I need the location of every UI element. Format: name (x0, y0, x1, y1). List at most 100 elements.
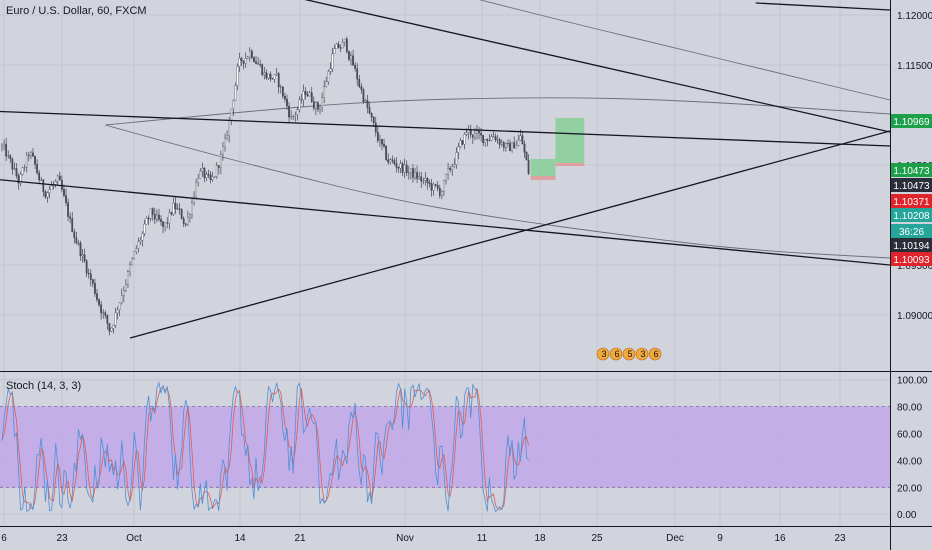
candle (83, 254, 86, 262)
price-label-box (891, 238, 932, 252)
candle (125, 284, 127, 291)
stoch-indicator-title: Stoch (14, 3, 3) (6, 380, 81, 392)
stoch-d-line[interactable] (1, 386, 529, 510)
candle (441, 191, 443, 196)
candle (145, 218, 148, 225)
event-marker-count: 5 (627, 349, 632, 359)
candle (13, 168, 16, 170)
event-marker[interactable] (596, 347, 610, 361)
trendline[interactable] (0, 176, 890, 266)
candle (3, 143, 5, 146)
candle (329, 68, 332, 72)
candle (471, 134, 474, 138)
candle (298, 99, 301, 110)
arc-line[interactable] (105, 97, 890, 126)
candle (168, 212, 171, 224)
candle (201, 168, 204, 172)
stop-zone[interactable] (530, 176, 556, 180)
candle (63, 189, 65, 196)
stoch-k-line[interactable] (1, 381, 529, 513)
candle (242, 60, 245, 64)
target-zone[interactable] (555, 118, 585, 163)
event-marker[interactable] (622, 347, 636, 361)
trendline-drawings[interactable] (0, 0, 890, 339)
candle (410, 168, 412, 173)
candle (71, 218, 74, 232)
arc-drawings[interactable] (105, 0, 890, 259)
candle (96, 293, 98, 300)
candle (189, 214, 191, 218)
candle (323, 86, 326, 98)
stop-zone[interactable] (555, 163, 585, 166)
candle (209, 174, 212, 181)
price-label-box (891, 194, 932, 208)
event-marker-count: 3 (640, 349, 645, 359)
candle (94, 283, 96, 294)
candle (377, 132, 379, 141)
time-tick-label: 14 (234, 533, 246, 544)
candle (370, 113, 373, 118)
target-zone[interactable] (530, 159, 556, 176)
event-marker-count: 6 (653, 349, 658, 359)
trendline[interactable] (129, 130, 890, 339)
candle (430, 183, 433, 191)
candle (56, 175, 59, 182)
candle (364, 100, 367, 102)
arc-line[interactable] (312, 0, 890, 101)
trendline[interactable] (250, 0, 890, 133)
candle (118, 302, 121, 310)
candle (486, 139, 489, 141)
candle (352, 55, 354, 66)
candle (199, 170, 202, 179)
time-tick-label: Dec (666, 533, 684, 544)
candle (290, 116, 292, 118)
candle (521, 135, 524, 145)
candle (457, 146, 460, 153)
candle (92, 279, 94, 284)
event-marker[interactable] (635, 347, 649, 361)
candle (346, 38, 348, 52)
candle (312, 101, 315, 109)
price-label-text: 1.10208 (893, 211, 930, 222)
candle (275, 73, 278, 75)
trendline[interactable] (0, 110, 890, 147)
candle (215, 165, 218, 177)
stochastic-pane[interactable] (0, 381, 890, 513)
candle (401, 163, 404, 173)
candle (50, 185, 53, 190)
candle (505, 143, 507, 148)
trendline[interactable] (755, 2, 890, 11)
candle (170, 212, 173, 215)
candle (120, 295, 123, 304)
candle (81, 254, 84, 257)
candle (286, 99, 288, 107)
candle (480, 132, 482, 136)
candle (292, 115, 295, 117)
candle (195, 182, 197, 198)
candle (422, 180, 425, 182)
candle (27, 154, 30, 156)
event-marker[interactable] (648, 347, 662, 361)
candle (224, 137, 226, 148)
chart-title: Euro / U.S. Dollar, 60, FXCM (6, 5, 147, 17)
candle (474, 133, 476, 138)
arc-line[interactable] (105, 124, 890, 259)
candle (513, 142, 515, 149)
candle (343, 38, 346, 43)
candle (122, 290, 125, 296)
candle (197, 178, 200, 184)
candle (321, 97, 323, 108)
candle (46, 192, 49, 198)
candle (112, 325, 115, 329)
price-label-text: 36:26 (899, 227, 924, 238)
candle (366, 100, 369, 108)
candle (77, 242, 80, 244)
candle (220, 154, 222, 168)
position-tools[interactable] (530, 118, 585, 180)
event-marker[interactable] (609, 347, 623, 361)
candle (374, 122, 377, 133)
candle (296, 109, 299, 116)
